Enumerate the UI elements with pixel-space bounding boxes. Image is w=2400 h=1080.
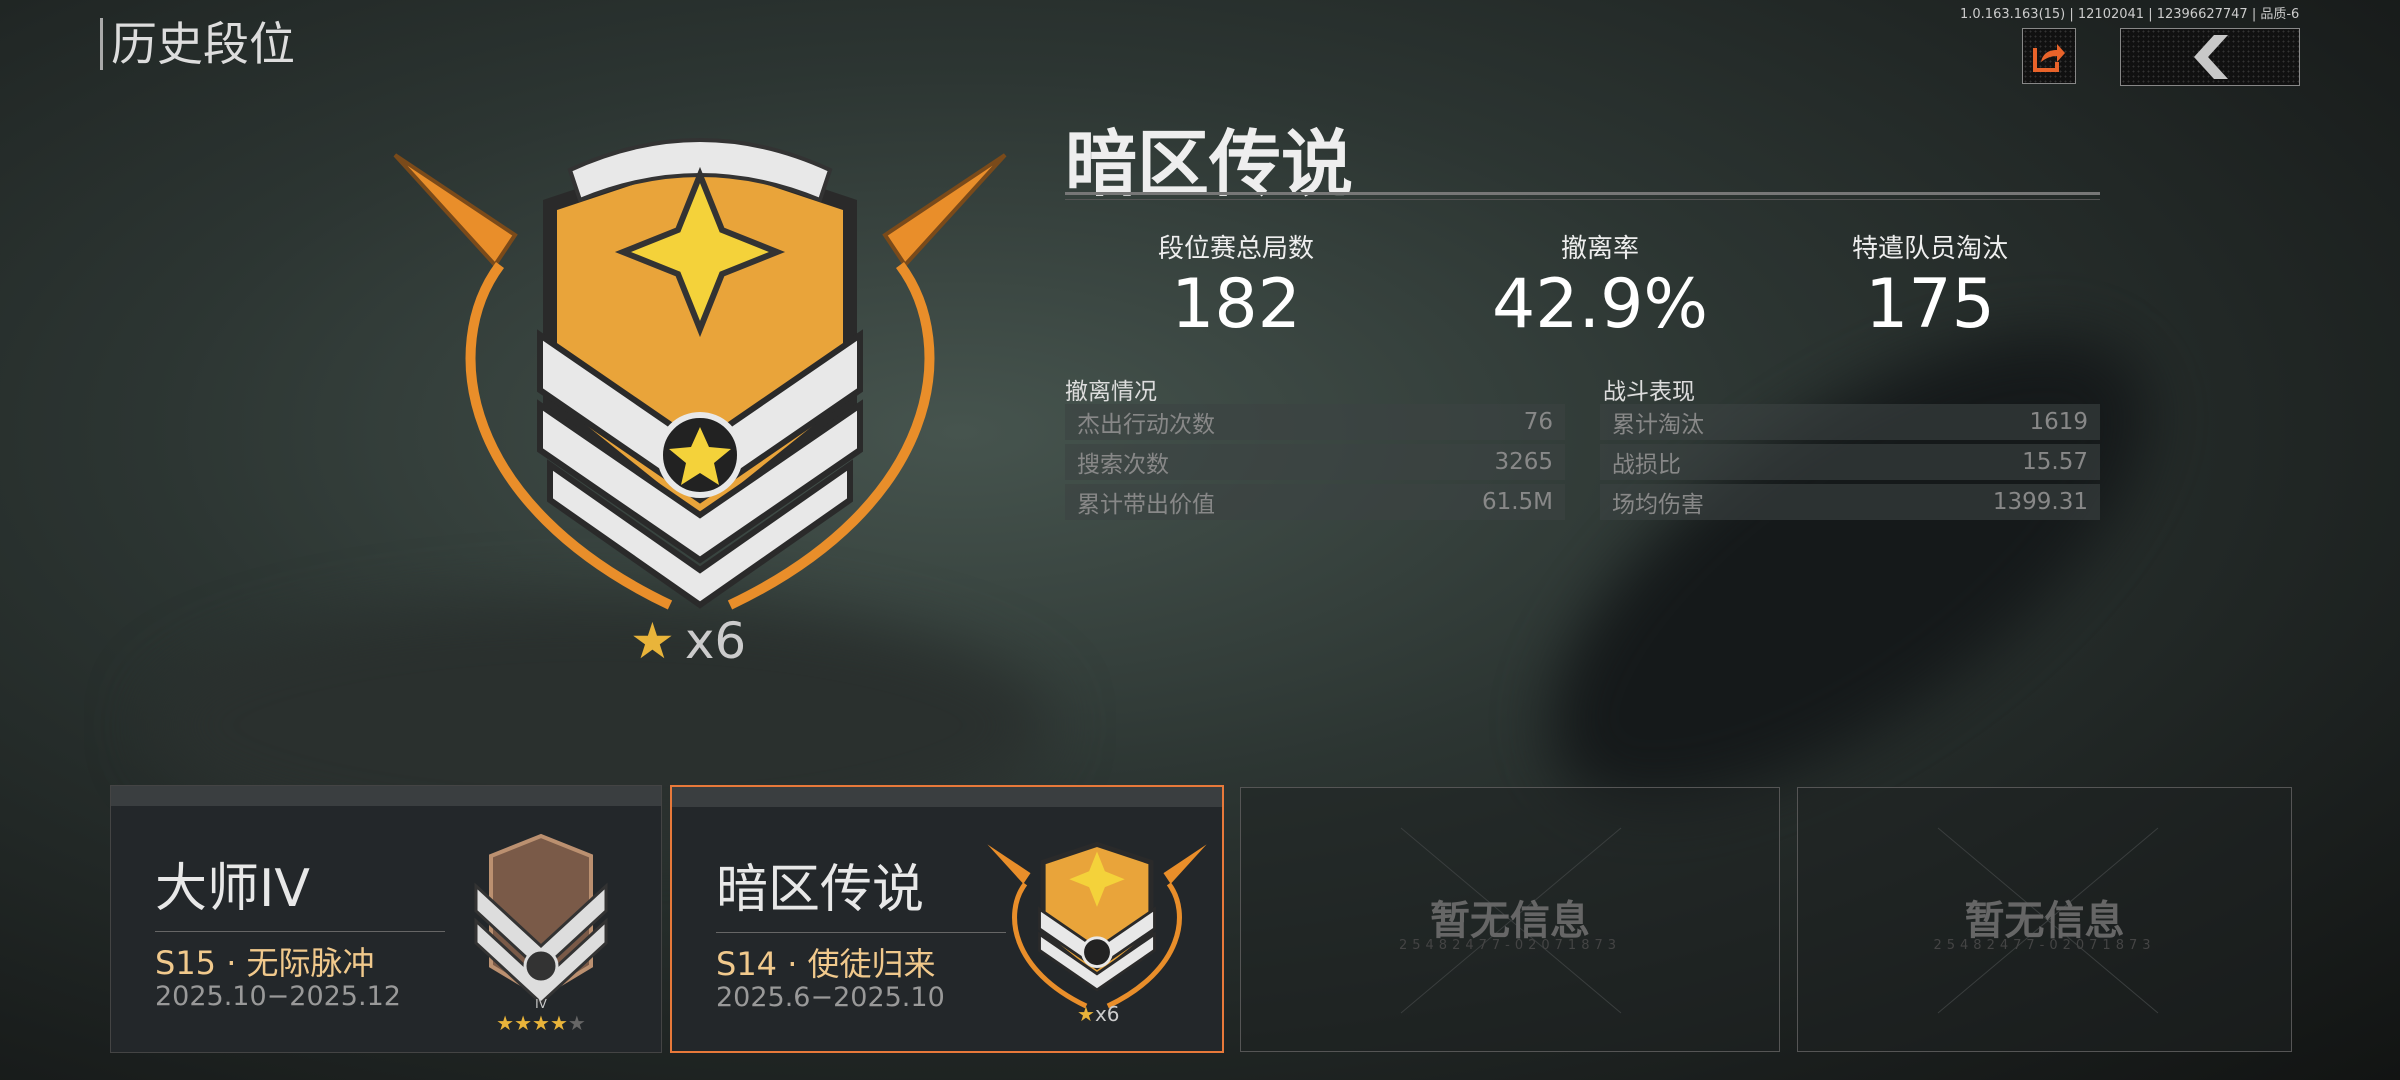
card-dates: 2025.6−2025.10 xyxy=(716,982,945,1013)
card-season: S14 · 使徒归来 xyxy=(716,945,936,983)
row-label: 杰出行动次数 xyxy=(1077,412,1215,438)
combat-row: 场均伤害 1399.31 xyxy=(1600,484,2100,520)
star-rating: ★★★★★ xyxy=(496,1011,586,1035)
extraction-row: 累计带出价值 61.5M xyxy=(1065,484,1565,520)
row-label: 累计淘汰 xyxy=(1612,412,1704,438)
row-label: 战损比 xyxy=(1612,452,1681,478)
serial-text: 25482477-02071873 xyxy=(1933,938,2156,953)
star-count-text: x6 xyxy=(684,612,747,670)
row-label: 累计带出价值 xyxy=(1077,492,1215,518)
card-header-bar xyxy=(111,786,661,806)
combat-title: 战斗表现 xyxy=(1603,379,1695,405)
season-card-empty: 暂无信息 25482477-02071873 xyxy=(1240,787,1780,1052)
cross-decoration xyxy=(1937,827,2159,1014)
divider xyxy=(1065,192,2100,195)
extraction-row: 杰出行动次数 76 xyxy=(1065,404,1565,440)
row-value: 3265 xyxy=(1494,449,1553,475)
cross-decoration xyxy=(1400,827,1622,1014)
season-card-s15[interactable]: 大师IV S15 · 无际脉冲 2025.10−2025.12 IV ★★★★★ xyxy=(110,785,662,1053)
combat-row: 累计淘汰 1619 xyxy=(1600,404,2100,440)
stat-total-matches: 段位赛总局数 182 xyxy=(1086,228,1386,345)
page-title: 历史段位 xyxy=(100,18,295,70)
row-label: 场均伤害 xyxy=(1612,492,1704,518)
legend-rank-emblem xyxy=(987,841,1207,1009)
divider xyxy=(155,931,445,932)
stat-label: 撤离率 xyxy=(1560,234,1639,264)
card-dates: 2025.10−2025.12 xyxy=(155,981,401,1012)
back-button[interactable] xyxy=(2120,28,2300,86)
card-rank: 大师IV xyxy=(155,859,310,919)
card-header-bar xyxy=(672,787,1222,807)
divider xyxy=(1065,199,2100,200)
empty-text: 暂无信息 xyxy=(1430,898,1590,944)
row-value: 76 xyxy=(1523,409,1553,435)
stat-eliminations: 特遣队员淘汰 175 xyxy=(1780,228,2080,345)
combat-row: 战损比 15.57 xyxy=(1600,444,2100,480)
rank-emblem-large xyxy=(393,138,1007,610)
season-card-empty: 暂无信息 25482477-02071873 xyxy=(1797,787,2292,1052)
share-button[interactable] xyxy=(2022,28,2076,84)
row-value: 1399.31 xyxy=(1992,489,2088,515)
extraction-title: 撤离情况 xyxy=(1065,379,1157,405)
star-count-text: x6 xyxy=(1094,1002,1120,1026)
divider xyxy=(716,932,1006,933)
stat-value: 182 xyxy=(1171,265,1301,344)
season-card-s14[interactable]: 暗区传说 S14 · 使徒归来 2025.6−2025.10 ★x6 xyxy=(670,785,1224,1053)
stat-value: 175 xyxy=(1865,265,1995,344)
card-rank: 暗区传说 xyxy=(716,860,925,920)
row-label: 搜索次数 xyxy=(1077,452,1169,478)
stat-label: 特遣队员淘汰 xyxy=(1851,234,2008,264)
share-icon xyxy=(2033,44,2065,72)
extraction-row: 搜索次数 3265 xyxy=(1065,444,1565,480)
stat-value: 42.9% xyxy=(1491,265,1709,344)
star-count: ★x6 xyxy=(630,612,746,670)
row-value: 15.57 xyxy=(2022,449,2088,475)
stat-extraction-rate: 撤离率 42.9% xyxy=(1450,228,1750,345)
row-value: 1619 xyxy=(2029,409,2088,435)
card-season: S15 · 无际脉冲 xyxy=(155,944,375,982)
chevron-left-icon xyxy=(2194,35,2228,79)
master-rank-emblem: IV ★★★★★ xyxy=(474,833,608,1035)
row-value: 61.5M xyxy=(1481,489,1553,515)
version-info: 1.0.163.163(15) | 12102041 | 12396627747… xyxy=(1960,7,2300,22)
serial-text: 25482477-02071873 xyxy=(1398,938,1622,953)
star-icon: ★ xyxy=(1077,1002,1095,1026)
star-icon: ★ xyxy=(630,612,675,670)
tier-label: IV xyxy=(535,997,548,1011)
empty-text: 暂无信息 xyxy=(1964,898,2125,944)
star-count: ★x6 xyxy=(1077,1002,1120,1026)
stat-label: 段位赛总局数 xyxy=(1157,234,1314,264)
